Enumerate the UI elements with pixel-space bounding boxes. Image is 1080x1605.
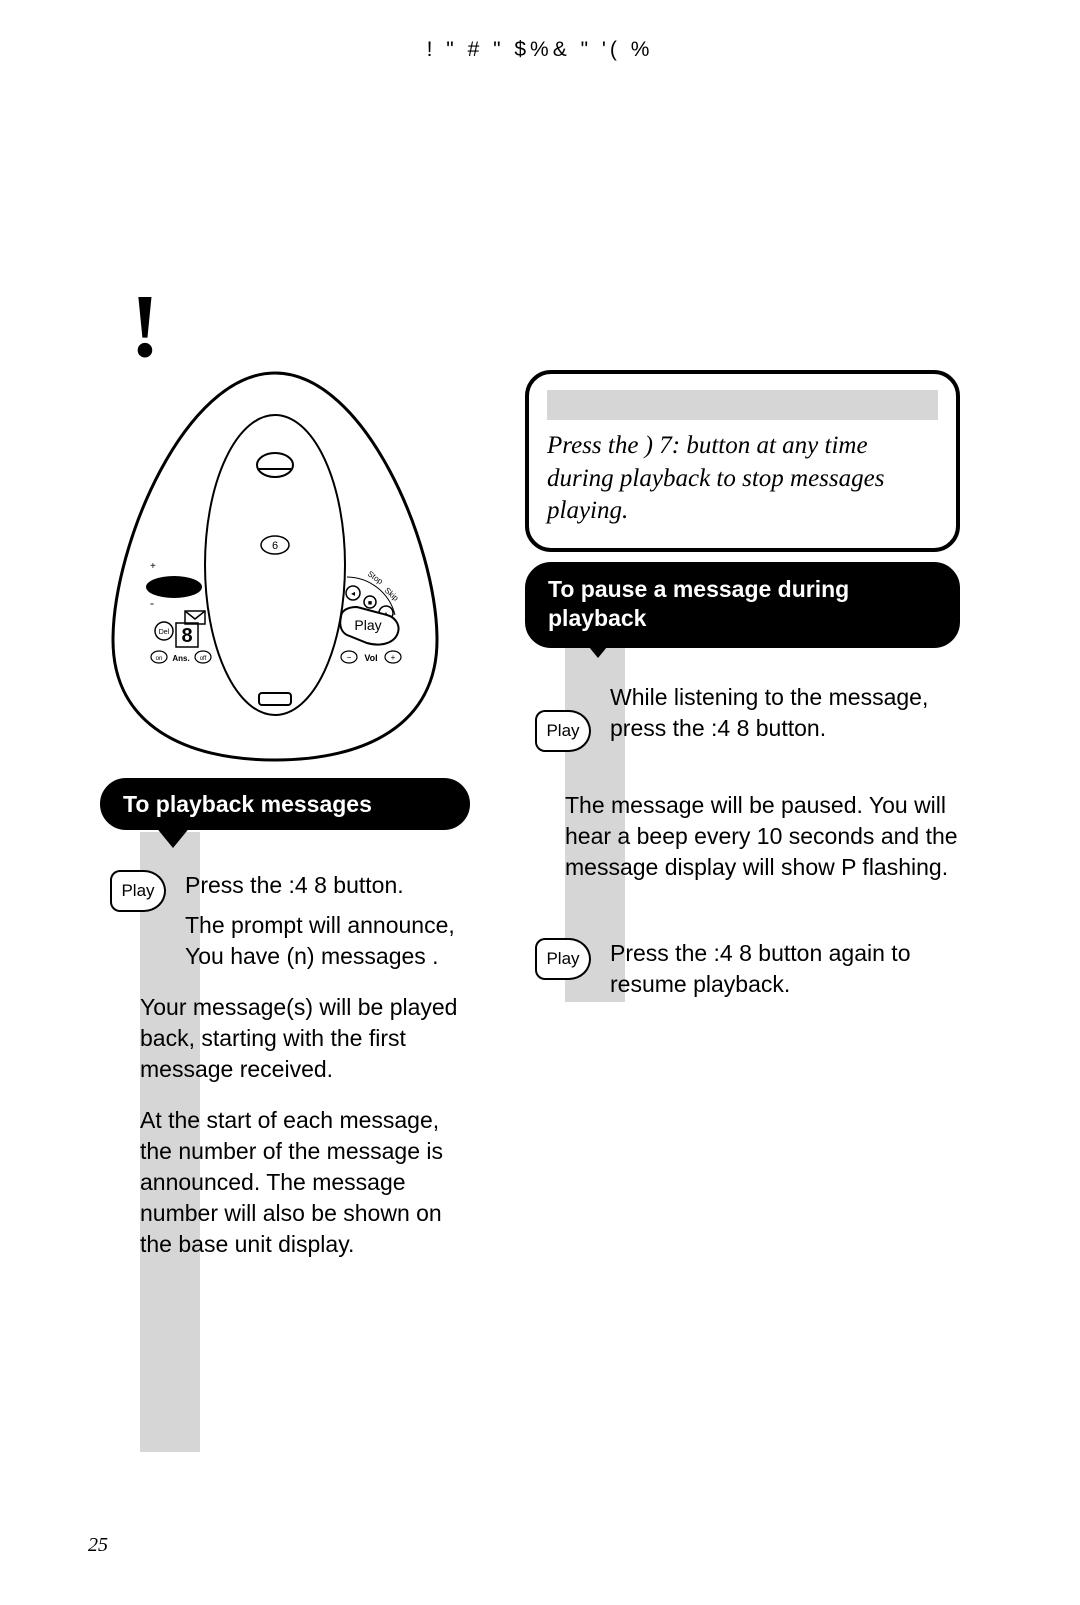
instruction-text: The message will be paused. You will hea… bbox=[565, 790, 980, 883]
play-button-icon: Play bbox=[110, 870, 166, 912]
svg-text:Stop: Stop bbox=[366, 569, 385, 586]
tip-header-bar bbox=[547, 390, 938, 420]
tip-callout: Press the ) 7: button at any time during… bbox=[525, 370, 960, 552]
play-button-icon: Play bbox=[535, 710, 591, 752]
instruction-text: Press the :4 8 button. bbox=[185, 870, 475, 901]
page-number: 25 bbox=[88, 1534, 108, 1557]
pointer-icon bbox=[155, 826, 191, 848]
heading-pause-message: To pause a message during playback bbox=[525, 562, 960, 648]
instruction-text: Your message(s) will be played back, sta… bbox=[140, 992, 475, 1085]
svg-text:Skip: Skip bbox=[383, 586, 401, 603]
svg-text:+: + bbox=[150, 561, 156, 572]
instruction-text: While listening to the message, press th… bbox=[610, 682, 980, 744]
instruction-text: The prompt will announce, You have (n) m… bbox=[185, 910, 475, 972]
svg-text:Vol: Vol bbox=[364, 653, 377, 663]
pointer-icon bbox=[580, 636, 616, 658]
svg-text:◂: ◂ bbox=[351, 589, 355, 598]
device-display: 8 bbox=[181, 625, 192, 647]
exclamation-heading: ! bbox=[130, 275, 160, 378]
heading-playback-messages: To playback messages bbox=[100, 778, 470, 830]
svg-text:■: ■ bbox=[368, 600, 372, 607]
svg-text:-: - bbox=[150, 596, 154, 610]
instruction-text: Press the :4 8 button again to resume pl… bbox=[610, 938, 980, 1000]
instruction-text: At the start of each message, the number… bbox=[140, 1105, 475, 1260]
play-button-icon: Play bbox=[535, 938, 591, 980]
svg-text:Del: Del bbox=[159, 629, 170, 636]
svg-text:on: on bbox=[156, 656, 163, 662]
svg-text:+: + bbox=[391, 653, 396, 662]
svg-text:−: − bbox=[347, 653, 352, 662]
svg-text:Ans.: Ans. bbox=[172, 654, 189, 663]
device-illustration: 6 + - Del 8 on Ans. off Stop Skip ◂ ■ ▴ … bbox=[95, 365, 455, 765]
device-play-label: Play bbox=[354, 617, 381, 633]
svg-text:off: off bbox=[200, 656, 207, 662]
tip-text: Press the ) 7: button at any time during… bbox=[547, 430, 938, 528]
header-text: ! " # " $%& " '( % bbox=[0, 38, 1080, 62]
device-small-label: 6 bbox=[272, 540, 278, 552]
